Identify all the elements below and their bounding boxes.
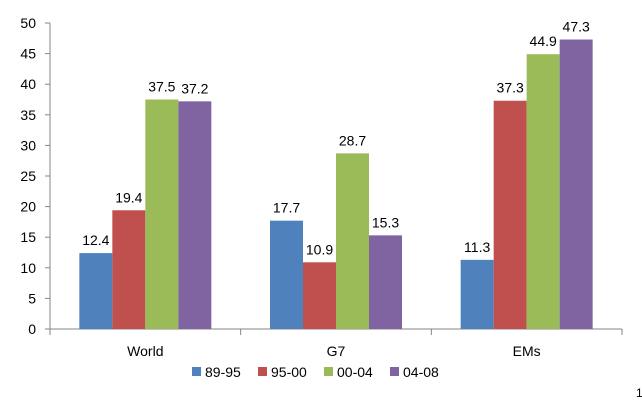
legend-swatch: [390, 367, 399, 376]
edge-mark: 1: [636, 386, 642, 400]
data-label: 11.3: [464, 239, 490, 255]
y-tick-label: 50: [20, 15, 36, 31]
bar-95-00-G7: [303, 262, 336, 329]
data-label: 37.5: [148, 79, 175, 95]
bar-04-08-World: [178, 101, 212, 329]
y-tick-label: 35: [20, 107, 36, 123]
bar-89-95-EMs: [460, 259, 494, 329]
y-tick-label: 15: [20, 229, 36, 245]
legend-label: 04-08: [403, 364, 439, 380]
data-label: 44.9: [530, 33, 557, 49]
bar-95-00-World: [112, 210, 146, 329]
chart-axes: 0 5 10 15 20 25 30 35 40 45 50 World G7 EMs: [20, 15, 623, 359]
data-label: 19.4: [115, 189, 142, 205]
legend-swatch: [258, 367, 267, 376]
legend-label: 89-95: [205, 364, 241, 380]
bar-89-95-G7: [270, 220, 303, 329]
data-label: 37.3: [497, 80, 524, 96]
chart-legend: 89-95 95-00 00-04 04-08: [192, 364, 439, 380]
bar-00-04-World: [145, 99, 179, 329]
bar-04-08-G7: [369, 235, 402, 329]
y-tick-label: 5: [28, 290, 36, 306]
data-label: 15.3: [372, 214, 399, 230]
legend-label: 95-00: [271, 364, 307, 380]
category-label: EMs: [513, 343, 541, 359]
y-tick-label: 45: [20, 46, 36, 62]
category-label: G7: [327, 343, 346, 359]
legend-swatch: [192, 367, 201, 376]
y-tick-label: 10: [20, 260, 36, 276]
category-label: World: [127, 343, 163, 359]
data-label: 37.2: [181, 80, 208, 96]
data-label: 10.9: [306, 241, 333, 257]
bar-89-95-World: [79, 253, 113, 329]
bar-00-04-G7: [336, 153, 369, 329]
bar-95-00-EMs: [493, 100, 527, 329]
data-label: 17.7: [273, 200, 300, 216]
y-tick-label: 25: [20, 168, 36, 184]
y-tick-label: 0: [28, 321, 36, 337]
bar-04-08-EMs: [559, 39, 593, 330]
data-label: 47.3: [563, 19, 590, 35]
chart-bars: [79, 39, 593, 330]
y-tick-label: 30: [20, 137, 36, 153]
y-tick-label: 40: [20, 76, 36, 92]
chart-data-labels: 12.4 19.4 37.5 37.2 17.7 10.9 28.7 15.3 11.3 37.3…: [82, 19, 590, 258]
legend-label: 00-04: [337, 364, 373, 380]
bar-00-04-EMs: [526, 54, 560, 329]
data-label: 12.4: [82, 232, 109, 248]
y-tick-label: 20: [20, 199, 36, 215]
data-label: 28.7: [339, 132, 366, 148]
legend-swatch: [324, 367, 333, 376]
